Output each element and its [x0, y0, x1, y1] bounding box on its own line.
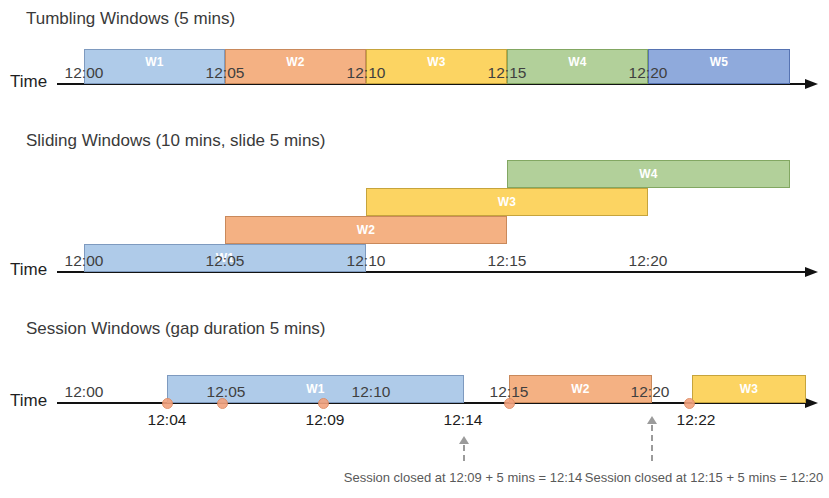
window-label: W4: [568, 55, 587, 69]
timeline-arrowhead-icon: [805, 267, 818, 277]
tick-label: 12:00: [39, 382, 129, 401]
event-dot: [504, 398, 515, 409]
callout-dashed-stem: [463, 445, 465, 461]
section-title-tumbling: Tumbling Windows (5 mins): [26, 9, 235, 29]
tick-label: 12:10: [321, 63, 411, 82]
event-time-label: 12:14: [418, 411, 508, 429]
window-label: W3: [498, 195, 517, 209]
window-label: W3: [427, 55, 446, 69]
tick-label: 12:00: [39, 251, 129, 270]
windowing-strategies-diagram: Tumbling Windows (5 mins)TimeW1W2W3W4W51…: [0, 0, 829, 498]
callout-dashed-stem: [651, 425, 653, 461]
tick-label: 12:05: [181, 382, 271, 401]
timeline-arrowhead-icon: [805, 398, 818, 408]
tick-label: 12:20: [605, 382, 695, 401]
window-label: W3: [740, 382, 759, 396]
window-sliding-w2: W2: [225, 216, 507, 244]
tick-label: 12:05: [180, 63, 270, 82]
tick-label: 12:10: [326, 382, 416, 401]
section-title-sliding: Sliding Windows (10 mins, slide 5 mins): [26, 131, 326, 151]
window-label: W4: [639, 167, 658, 181]
tick-label: 12:20: [603, 251, 693, 270]
timeline-arrowhead-icon: [805, 79, 818, 89]
window-label: W5: [710, 55, 729, 69]
tick-label: 12:15: [462, 251, 552, 270]
event-time-label: 12:04: [122, 411, 212, 429]
window-label: W2: [286, 55, 305, 69]
window-session-w3: W3: [692, 375, 806, 403]
window-label: W2: [571, 382, 590, 396]
event-dot: [217, 398, 228, 409]
window-sliding-w4: W4: [507, 160, 790, 188]
tick-label: 12:15: [462, 63, 552, 82]
event-time-label: 12:22: [651, 411, 741, 429]
window-sliding-w3: W3: [366, 188, 648, 216]
event-dot: [162, 398, 173, 409]
window-label: W1: [145, 55, 164, 69]
section-title-session: Session Windows (gap duration 5 mins): [26, 319, 326, 339]
tick-label: 12:20: [603, 63, 693, 82]
tick-label: 12:10: [321, 251, 411, 270]
window-label: W1: [306, 382, 325, 396]
callout-up-arrow-icon: [459, 436, 469, 444]
event-dot: [684, 398, 695, 409]
tick-label: 12:05: [180, 251, 270, 270]
event-dot: [318, 398, 329, 409]
session-closed-annotation: Session closed at 12:15 + 5 mins = 12:20: [534, 470, 829, 486]
tick-label: 12:00: [39, 63, 129, 82]
window-label: W2: [357, 223, 376, 237]
event-time-label: 12:09: [280, 411, 370, 429]
